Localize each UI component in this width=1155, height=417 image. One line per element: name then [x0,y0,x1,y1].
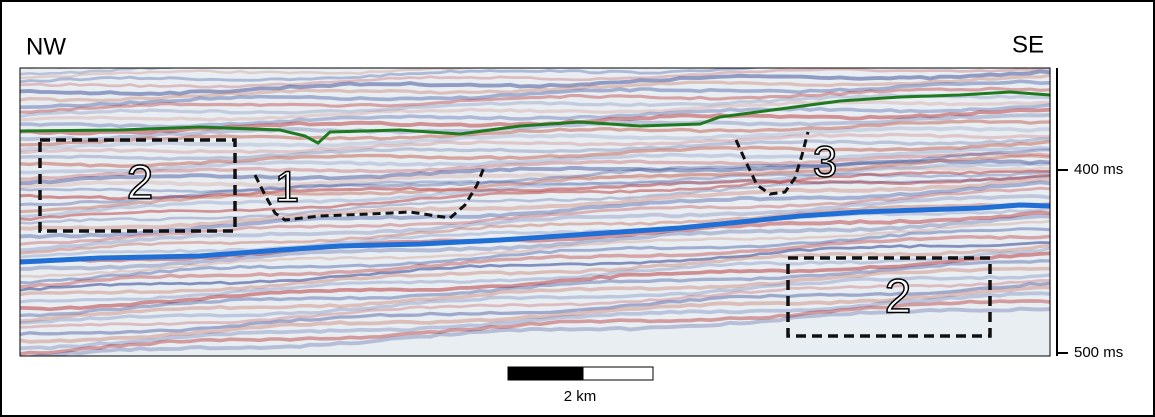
upper-horizon [20,90,1050,145]
axis-tick-label: 400 ms [1074,161,1123,178]
reflector [20,79,1050,110]
reflector [20,132,1050,155]
reflector [20,279,1050,329]
scale-label: 2 km [564,388,597,405]
reflector [20,273,1050,325]
reflector [20,161,1050,219]
reflector [20,259,1050,318]
reflector [20,251,1050,312]
reflector [20,243,1050,297]
feature-outline [734,131,810,196]
reflector [20,93,1050,118]
reflector [20,139,1050,168]
reflector [20,281,1050,337]
reflector [20,86,1050,114]
reflector [20,177,1050,231]
reflector [20,299,1050,356]
reflector [20,158,1050,186]
region-box [38,138,237,233]
reflector [20,113,1050,142]
reflector [25,306,1050,356]
region-label: 2 [885,271,912,324]
feature-outline [253,164,487,222]
reflector [20,119,1050,147]
reflector [20,152,1050,181]
reflector [20,68,1050,89]
reflector [20,169,1050,221]
reflector [20,73,1050,103]
reflector [20,227,1050,285]
reflector [20,145,1050,175]
axis-tick-label: 500 ms [1074,344,1123,361]
region-box [786,256,992,338]
reflectors [20,68,1050,356]
reflector [20,69,1050,97]
reflector [20,241,1050,292]
reflector [20,125,1050,153]
reflector [20,173,1050,225]
reflector [20,164,1050,189]
feature-label: 3 [813,138,837,187]
reflector [20,137,1050,161]
direction-right: SE [1012,31,1044,58]
seismic-section: 2 1 3 2 [20,68,1050,356]
reflector [20,285,1050,344]
reflector [20,68,766,84]
reflector [20,154,1050,214]
reflector [20,202,1050,255]
reflector [20,266,1050,323]
reflector [20,214,1050,271]
reflector [20,234,1050,289]
reflector [20,194,1050,253]
region-label: 2 [127,157,154,210]
reflector [20,291,1050,351]
direction-left: NW [26,33,66,60]
reflector [20,68,477,80]
feature-label: 1 [275,163,299,212]
scale-bar [582,366,654,381]
reflector [20,174,1050,201]
reflector [20,219,1050,279]
scale-bar [507,366,584,381]
section-border [19,67,1051,357]
reflector [20,100,1050,122]
lower-horizon [20,202,1050,265]
reflector [20,246,1050,304]
reflector [20,148,1050,207]
